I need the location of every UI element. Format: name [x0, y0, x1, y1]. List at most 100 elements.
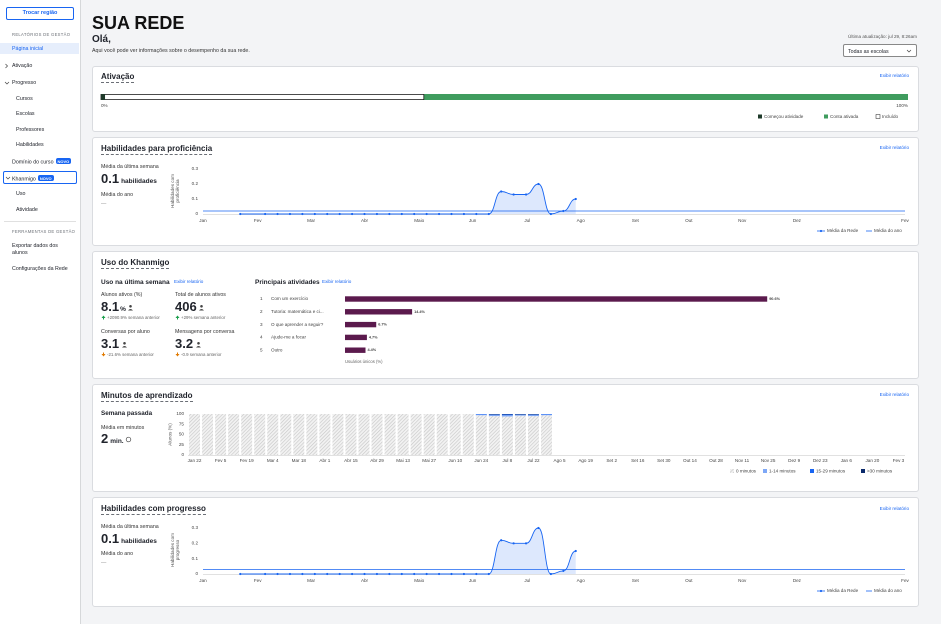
legend-label: 1-14 minutos [769, 469, 796, 474]
point [301, 212, 304, 216]
nav-item[interactable]: Página inicial [12, 46, 44, 52]
nav-item[interactable]: Domínio do curso NOVO [12, 158, 72, 166]
nav-item[interactable]: Uso [16, 191, 26, 197]
value-label: 6.7% [378, 323, 387, 327]
report-link[interactable]: Exibir relatório [879, 73, 909, 78]
x-tick-label: Maio [414, 218, 424, 223]
section-heading: FERRAMENTAS DE GESTÃO [12, 229, 76, 234]
x-tick-label: Jan [199, 578, 207, 583]
x-tick-label: Ago [577, 218, 586, 223]
metric-change-text: +2090.9% semana anterior [107, 315, 160, 320]
divider [4, 221, 76, 222]
x-tick-label: Abr 29 [370, 458, 384, 463]
x-tick-label: Jul 22 [527, 458, 540, 463]
y-tick-label: 0 [195, 211, 198, 216]
x-tick-label: Jan 20 [866, 458, 880, 463]
metric-value-row: 3.2 [175, 336, 202, 351]
card-title: Habilidades com progresso [101, 504, 206, 515]
x-tick-label: Mar [307, 218, 315, 223]
point [475, 212, 478, 216]
bar-segment [475, 415, 487, 455]
legend-swatch [758, 114, 762, 119]
point [562, 569, 565, 573]
card-title: Uso do Khanmigo [101, 258, 170, 269]
metric-change-text: -21.6% semana anterior [107, 352, 154, 357]
point [450, 572, 453, 576]
legend-label: Média do ano [874, 588, 902, 593]
arrow-down [101, 352, 106, 357]
y-tick-label: 50 [179, 432, 185, 437]
nav-item[interactable]: Cursos [16, 96, 33, 102]
x-tick-label: Out 14 [683, 458, 697, 463]
report-link[interactable]: Exibir relatório [322, 279, 352, 284]
metric-value: 8.1 [101, 299, 120, 314]
point [437, 212, 441, 216]
metric-icon [199, 305, 205, 311]
metric-label: Conversas por aluno [101, 329, 150, 335]
chevron-right [5, 63, 8, 69]
nav-item[interactable]: Atividade [16, 207, 38, 213]
bar-segment [541, 414, 552, 416]
point [313, 212, 316, 216]
nav-item[interactable]: Ativação [12, 63, 33, 69]
report-link[interactable]: Exibir relatório [879, 145, 909, 150]
bar-segment [410, 414, 422, 455]
metric-value: — [101, 201, 107, 207]
metric-value-row: 406 [175, 299, 205, 314]
metric-value: 0.1 [101, 531, 120, 546]
metric-label: Média do ano [101, 192, 134, 198]
point [413, 212, 416, 216]
x-tick-label: Set [632, 578, 640, 583]
rank: 5 [260, 347, 263, 352]
nav-item[interactable]: Professores [16, 127, 45, 133]
y-tick-label: 0.3 [192, 166, 199, 171]
legend-label: Começou atividade [764, 114, 804, 119]
value-label: 4.7% [369, 335, 378, 339]
switch-region-button[interactable]: Trocar região [6, 7, 74, 20]
metric-change-text: -0.9 semana anterior [181, 352, 222, 357]
legend-label: 15-29 minutos [816, 469, 846, 474]
metric-label: Média da última semana [101, 524, 159, 530]
x-tick-label: Abr [361, 578, 369, 583]
x-tick-label: Nov 11 [735, 458, 750, 463]
page-title: SUA REDE [92, 13, 185, 33]
report-link[interactable]: Exibir relatório [879, 392, 909, 397]
metric-value-row: 0.1 habilidades [101, 171, 157, 186]
point [276, 212, 279, 216]
nav-item[interactable]: Configurações da Rede [12, 266, 68, 272]
school-dropdown[interactable]: Todas as escolas [843, 44, 917, 57]
x-tick-label: Mar 4 [267, 458, 279, 463]
chevron-down [5, 176, 11, 180]
x-tick-label: Jul [524, 578, 530, 583]
arrow-up [101, 315, 106, 320]
section-heading: Uso na última semana [101, 279, 170, 286]
point [562, 209, 565, 213]
bar-segment [189, 414, 200, 455]
metric-change: +2090.9% semana anterior [101, 315, 160, 320]
nav-item[interactable]: Khanmigo NOVO [12, 175, 54, 183]
nav-item[interactable]: Escolas [16, 111, 35, 117]
report-link[interactable]: Exibir relatório [879, 506, 909, 511]
metric-change: -21.6% semana anterior [101, 352, 154, 357]
point [549, 212, 552, 216]
bar [345, 334, 367, 341]
point [413, 572, 416, 576]
point [375, 212, 379, 216]
x-tick-label: Mar [307, 578, 315, 583]
nav-item[interactable]: Exportar dados dos alunos [12, 243, 58, 256]
bar-segment [345, 414, 357, 455]
report-link[interactable]: Exibir relatório [174, 279, 204, 284]
point [524, 193, 528, 196]
x-tick-label: Fev [254, 218, 262, 223]
point [338, 572, 341, 576]
bar-segment [475, 414, 487, 416]
dropdown-value: Todas as escolas [848, 48, 889, 55]
nav-item[interactable]: Progresso [12, 80, 37, 86]
y-tick-label: 25 [179, 442, 185, 447]
nav-item[interactable]: Habilidades [16, 142, 44, 148]
point [363, 212, 366, 216]
x-tick-label: Dez 9 [788, 458, 800, 463]
metric-label: Média da última semana [101, 164, 159, 170]
point [425, 572, 428, 576]
bar [345, 296, 768, 302]
